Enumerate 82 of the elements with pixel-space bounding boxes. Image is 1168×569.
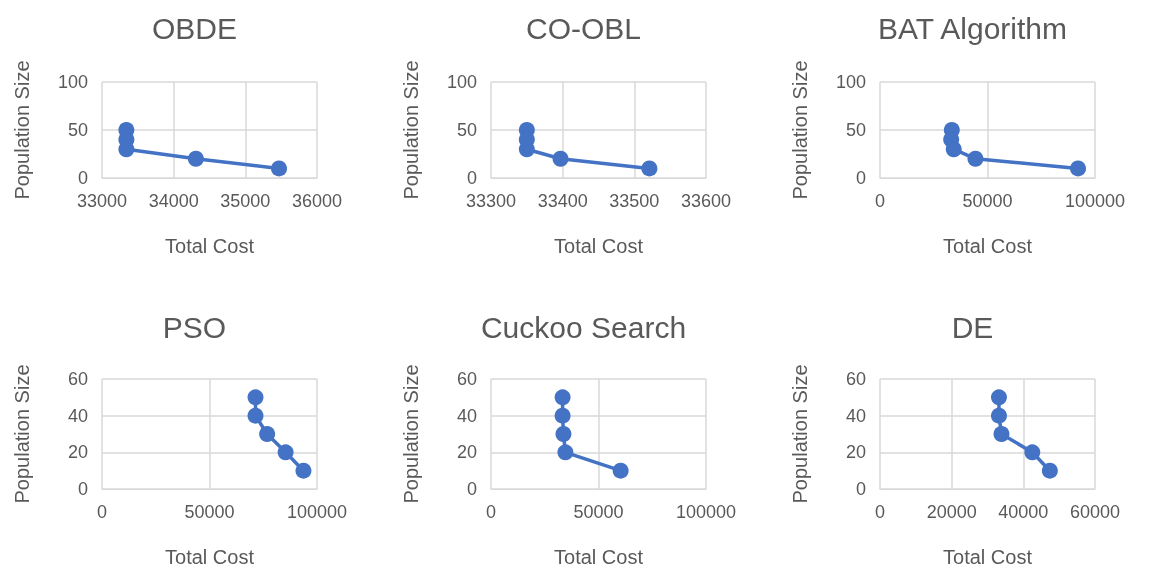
- point: [945, 141, 962, 158]
- y-tick-label: 60: [67, 368, 88, 389]
- y-axis-title: Population Size: [11, 364, 33, 503]
- y-axis-title: Population Size: [400, 60, 422, 200]
- chart-title: Cuckoo Search: [480, 310, 687, 343]
- x-tick-label: 20000: [926, 501, 977, 522]
- point: [612, 462, 629, 479]
- point: [1024, 443, 1041, 460]
- x-tick-label: 33300: [465, 191, 517, 211]
- point: [967, 150, 984, 167]
- x-axis-title: Total Cost: [165, 545, 255, 568]
- y-tick-label: 60: [456, 368, 477, 389]
- x-tick-label: 0: [874, 191, 886, 211]
- x-tick-label: 36000: [291, 191, 343, 211]
- y-tick-label: 100: [446, 72, 477, 92]
- y-tick-label: 0: [466, 478, 477, 499]
- point: [187, 150, 204, 167]
- y-tick-label: 40: [456, 405, 477, 426]
- y-axis-title: Population Size: [11, 60, 33, 200]
- point: [990, 407, 1007, 424]
- x-tick-label: 33000: [76, 191, 128, 211]
- point: [271, 160, 288, 177]
- point: [277, 443, 294, 460]
- x-tick-label: 0: [96, 501, 108, 522]
- y-tick-label: 20: [67, 441, 88, 462]
- point: [247, 407, 264, 424]
- y-tick-label: 50: [456, 120, 477, 140]
- chart-title: BAT Algorithm: [878, 11, 1067, 45]
- chart-title: PSO: [162, 310, 227, 343]
- y-tick-label: 0: [466, 168, 477, 188]
- y-axis-title: Population Size: [789, 364, 811, 503]
- point: [993, 425, 1010, 442]
- point: [295, 462, 312, 479]
- point: [554, 388, 571, 405]
- y-tick-label: 0: [855, 168, 866, 188]
- x-tick-label: 35000: [220, 191, 271, 211]
- x-tick-label: 50000: [573, 501, 624, 522]
- y-tick-label: 100: [57, 72, 88, 92]
- x-tick-label: 0: [485, 501, 497, 522]
- point: [247, 388, 264, 405]
- x-tick-label: 40000: [998, 501, 1049, 522]
- point: [259, 425, 276, 442]
- y-tick-label: 100: [835, 72, 866, 92]
- y-tick-label: 0: [77, 478, 88, 499]
- y-axis-title: Population Size: [789, 60, 811, 200]
- x-tick-label: 60000: [1069, 501, 1121, 522]
- chart-title: OBDE: [151, 11, 238, 45]
- x-tick-label: 33500: [609, 191, 660, 211]
- x-axis-title: Total Cost: [943, 545, 1033, 568]
- y-tick-label: 50: [67, 120, 88, 140]
- point: [1070, 160, 1087, 177]
- y-tick-label: 20: [845, 441, 866, 462]
- x-tick-label: 100000: [286, 501, 348, 522]
- point: [554, 407, 571, 424]
- chart-title: CO-OBL: [525, 11, 642, 45]
- y-tick-label: 60: [845, 368, 866, 389]
- x-axis-title: Total Cost: [554, 235, 644, 257]
- x-axis-title: Total Cost: [943, 235, 1033, 257]
- x-tick-label: 34000: [148, 191, 199, 211]
- y-axis-title: Population Size: [400, 364, 422, 503]
- y-tick-label: 0: [77, 168, 88, 188]
- x-axis-title: Total Cost: [554, 545, 644, 568]
- point: [1041, 462, 1058, 479]
- y-tick-label: 40: [845, 405, 866, 426]
- x-tick-label: 100000: [675, 501, 737, 522]
- point: [557, 443, 574, 460]
- point: [552, 150, 569, 167]
- y-tick-label: 0: [855, 478, 866, 499]
- x-tick-label: 100000: [1064, 191, 1126, 211]
- y-tick-label: 50: [845, 120, 866, 140]
- point: [990, 388, 1007, 405]
- point: [555, 425, 572, 442]
- y-tick-label: 20: [456, 441, 477, 462]
- chart-title: DE: [951, 310, 994, 343]
- x-axis-title: Total Cost: [165, 235, 255, 257]
- x-tick-label: 50000: [184, 501, 235, 522]
- point: [641, 160, 658, 177]
- x-tick-label: 50000: [962, 191, 1013, 211]
- x-tick-label: 0: [874, 501, 886, 522]
- y-tick-label: 40: [67, 405, 88, 426]
- x-tick-label: 33600: [680, 191, 732, 211]
- x-tick-label: 33400: [537, 191, 588, 211]
